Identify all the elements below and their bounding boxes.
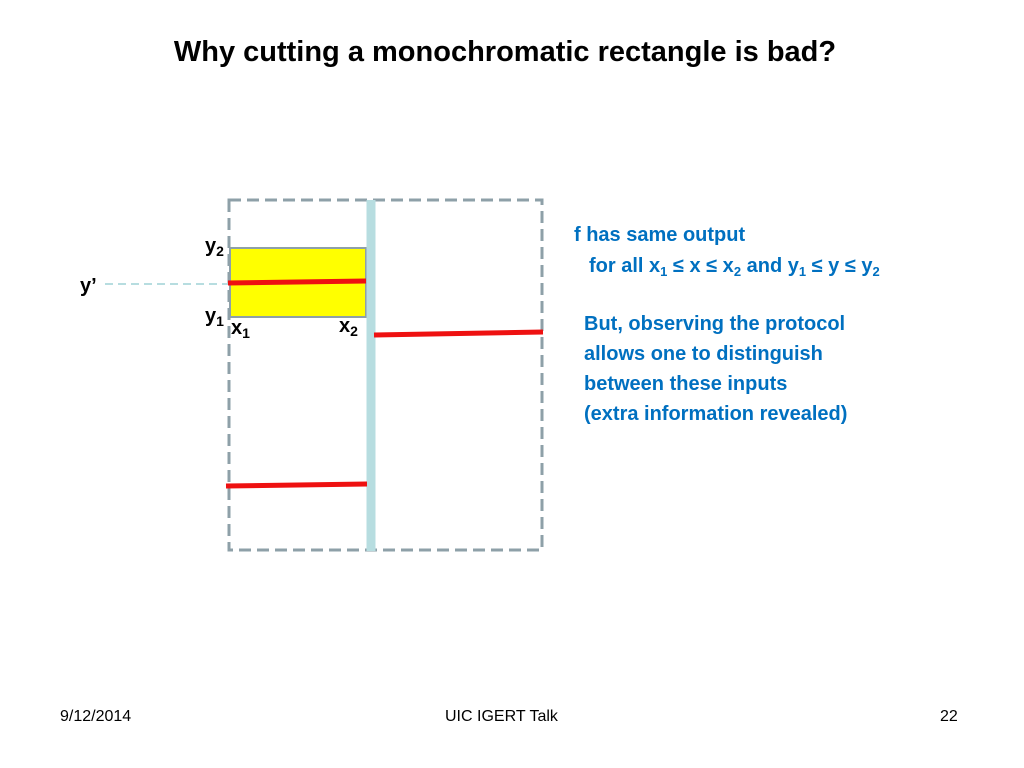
note-x2-sub: 2	[733, 264, 742, 279]
note-leq2: ≤ y ≤ y	[806, 255, 873, 277]
note-y2-sub: 2	[872, 264, 880, 279]
footer-page-number: 22	[940, 708, 958, 725]
note-paragraph-line-4: (extra information revealed)	[584, 403, 848, 425]
input-space-dashed-box	[227, 198, 544, 552]
label-x2: x2	[339, 315, 358, 339]
note-for-all: for all x1 ≤ x ≤ x2 and y1 ≤ y ≤ y2	[589, 251, 880, 281]
label-x2-base: x	[339, 315, 351, 337]
label-y1: y1	[205, 305, 224, 329]
label-x1-base: x	[231, 317, 243, 339]
label-y-prime: y’	[80, 276, 97, 296]
note-paragraph: But, observing the protocol allows one t…	[584, 309, 847, 429]
note-for-all-text: for all x	[589, 255, 661, 277]
label-y-prime-text: y’	[80, 275, 97, 297]
label-y2-base: y	[205, 235, 217, 257]
label-y2-sub: 2	[216, 243, 224, 259]
note-leq1: ≤ x ≤ x	[667, 255, 734, 277]
footer-date: 9/12/2014	[60, 708, 132, 725]
note-and: and y	[741, 255, 799, 277]
note-paragraph-line-1: But, observing the protocol	[584, 313, 846, 335]
slide-title: Why cutting a monochromatic rectangle is…	[173, 36, 837, 68]
note-y1-sub: 1	[798, 264, 807, 279]
label-y1-sub: 1	[216, 313, 224, 329]
note-paragraph-line-2: allows one to distinguish	[584, 343, 823, 365]
footer-center: UIC IGERT Talk	[445, 708, 558, 725]
note-line1: f has same output	[574, 224, 746, 246]
cut-line-inside-rectangle	[227, 278, 367, 286]
label-x1-sub: 1	[242, 325, 250, 341]
note-paragraph-line-3: between these inputs	[584, 373, 788, 395]
label-x1: x1	[231, 317, 250, 341]
note-x1-sub: 1	[660, 264, 668, 279]
cut-line-right-half	[373, 329, 544, 338]
label-y2: y2	[205, 235, 224, 259]
note-same-output: f has same output	[574, 220, 745, 250]
label-x2-sub: 2	[350, 323, 358, 339]
cut-line-lower-left	[225, 481, 368, 489]
label-y1-base: y	[205, 305, 217, 327]
